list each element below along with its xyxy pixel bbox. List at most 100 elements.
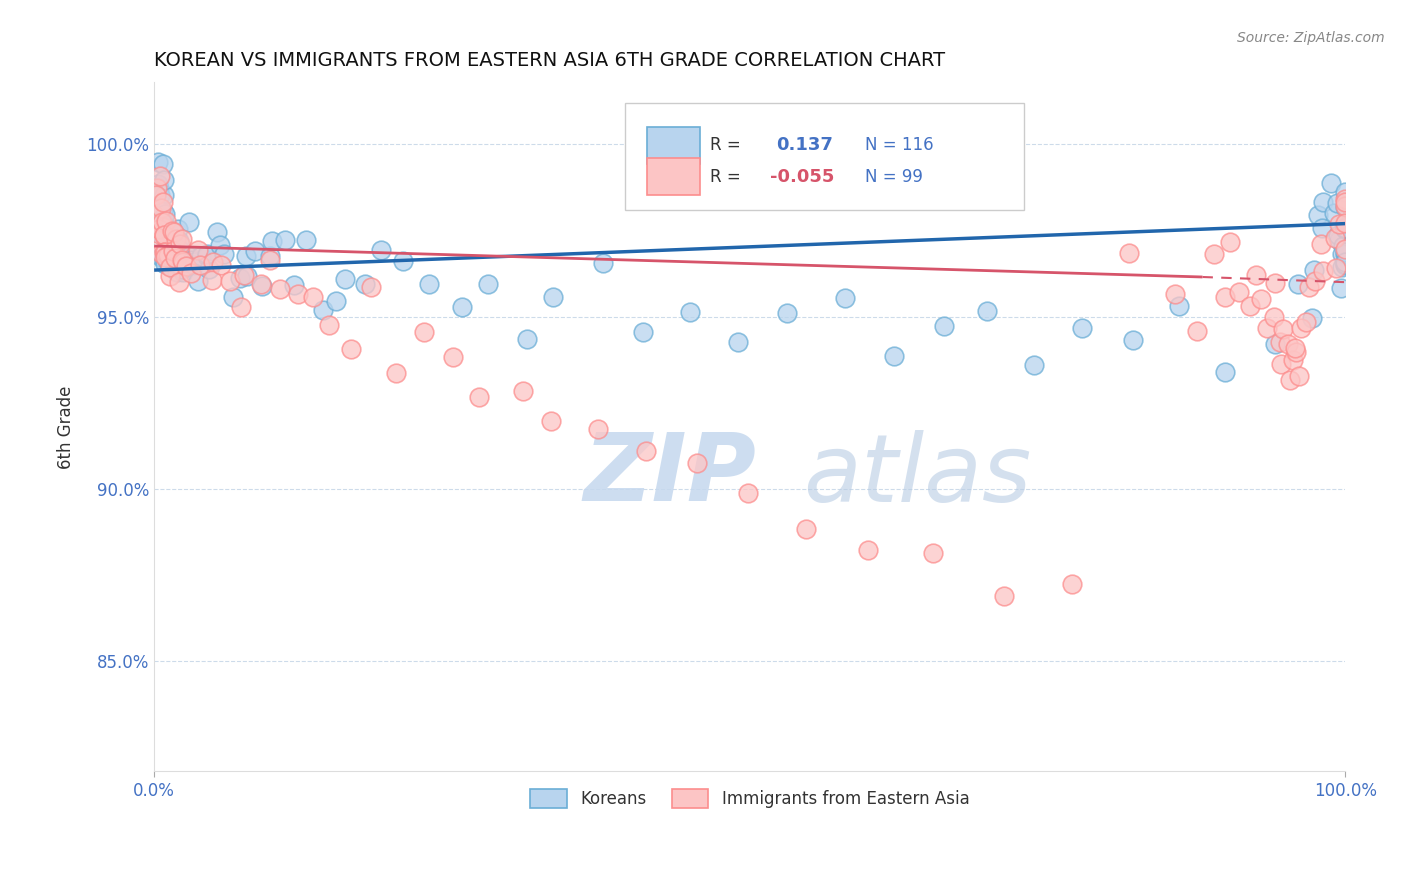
Y-axis label: 6th Grade: 6th Grade: [58, 385, 75, 468]
Point: [152, 220, 174, 235]
Point: [156, 253, 179, 268]
Point: [1331, 239, 1354, 253]
Point: [145, 181, 167, 195]
Point: [187, 244, 209, 258]
Point: [150, 227, 173, 241]
Point: [183, 258, 205, 272]
Point: [146, 184, 169, 198]
Text: Source: ZipAtlas.com: Source: ZipAtlas.com: [1237, 31, 1385, 45]
Point: [197, 261, 219, 276]
Point: [149, 219, 172, 233]
Point: [1270, 357, 1292, 371]
Point: [148, 227, 170, 241]
Point: [1118, 245, 1140, 260]
Point: [993, 589, 1015, 603]
Point: [856, 542, 879, 557]
Point: [1289, 321, 1312, 335]
Point: [333, 272, 356, 286]
Point: [1279, 373, 1302, 387]
Point: [678, 305, 700, 319]
Point: [172, 232, 194, 246]
Legend: Koreans, Immigrants from Eastern Asia: Koreans, Immigrants from Eastern Asia: [523, 782, 976, 814]
Point: [176, 255, 198, 269]
Point: [541, 290, 564, 304]
Point: [157, 237, 180, 252]
Point: [174, 260, 197, 274]
Point: [1334, 257, 1357, 271]
Point: [1213, 365, 1236, 379]
Point: [1331, 246, 1354, 260]
Point: [190, 249, 212, 263]
Point: [1281, 353, 1303, 368]
Point: [152, 212, 174, 227]
Point: [229, 301, 252, 315]
Point: [169, 242, 191, 256]
Point: [1323, 206, 1346, 220]
Point: [1268, 335, 1291, 350]
Point: [148, 222, 170, 236]
Point: [1264, 276, 1286, 290]
Point: [1334, 199, 1357, 213]
Point: [269, 283, 291, 297]
Point: [976, 304, 998, 318]
Point: [1062, 576, 1084, 591]
Point: [1327, 217, 1350, 231]
Point: [153, 257, 176, 271]
Point: [727, 335, 749, 350]
Text: R =: R =: [710, 136, 741, 154]
Point: [160, 224, 183, 238]
Point: [145, 188, 167, 202]
Point: [1250, 292, 1272, 306]
FancyBboxPatch shape: [624, 103, 1024, 210]
Point: [1334, 242, 1357, 256]
FancyBboxPatch shape: [647, 158, 700, 195]
Point: [354, 277, 377, 291]
Point: [1168, 299, 1191, 313]
Point: [153, 222, 176, 236]
Point: [1071, 321, 1094, 335]
Point: [152, 203, 174, 218]
Point: [312, 303, 335, 318]
Point: [1334, 192, 1357, 206]
Point: [1285, 344, 1308, 359]
Point: [1323, 230, 1346, 244]
Point: [631, 325, 654, 339]
Point: [165, 252, 187, 266]
Text: KOREAN VS IMMIGRANTS FROM EASTERN ASIA 6TH GRADE CORRELATION CHART: KOREAN VS IMMIGRANTS FROM EASTERN ASIA 6…: [155, 51, 945, 70]
Point: [1308, 208, 1330, 222]
Point: [318, 318, 340, 332]
Point: [1310, 221, 1333, 235]
Point: [340, 342, 363, 356]
Point: [162, 234, 184, 248]
Point: [295, 233, 318, 247]
Point: [201, 255, 224, 269]
Point: [283, 277, 305, 292]
Point: [183, 254, 205, 268]
Point: [1256, 321, 1278, 335]
Point: [391, 254, 413, 268]
Point: [167, 221, 190, 235]
Point: [1227, 285, 1250, 299]
Point: [172, 254, 194, 268]
Point: [163, 243, 186, 257]
Point: [149, 246, 172, 260]
Point: [179, 250, 201, 264]
Point: [1334, 222, 1357, 236]
Point: [686, 456, 709, 470]
Point: [1286, 277, 1309, 291]
Point: [636, 443, 658, 458]
Point: [180, 266, 202, 280]
Point: [477, 277, 499, 291]
Point: [172, 265, 194, 279]
Point: [1298, 280, 1320, 294]
Text: ZIP: ZIP: [583, 429, 756, 521]
Point: [243, 244, 266, 258]
Point: [1022, 358, 1045, 372]
Point: [1264, 336, 1286, 351]
Point: [170, 261, 193, 276]
Point: [159, 268, 181, 283]
Point: [1326, 195, 1348, 210]
Point: [1334, 216, 1357, 230]
Point: [181, 253, 204, 268]
Point: [232, 268, 254, 282]
